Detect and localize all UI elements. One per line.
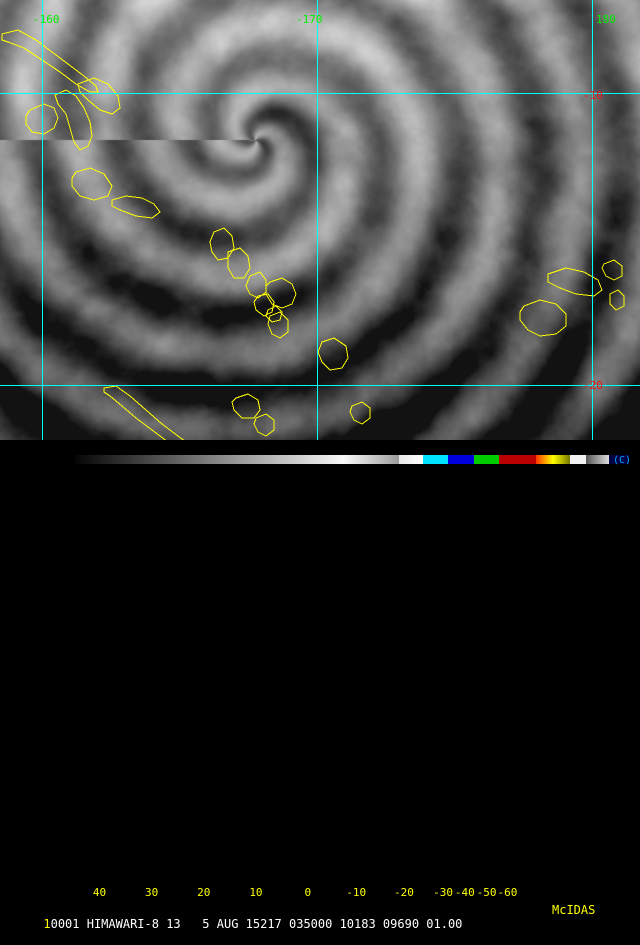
mcidas-branding-label: McIDAS bbox=[552, 903, 596, 917]
coastline-loyalty-a bbox=[231, 393, 261, 419]
color-bar-segment-1 bbox=[344, 455, 399, 464]
longitude-label-1: -170 bbox=[296, 13, 323, 26]
coastline-solomon-north bbox=[1, 29, 99, 93]
color-bar-segment-7 bbox=[535, 455, 553, 464]
grid-parallel-1 bbox=[0, 385, 640, 386]
temperature-color-bar[interactable] bbox=[75, 455, 629, 464]
coastline-solomon-east bbox=[77, 77, 121, 115]
color-bar-tick-minus60: -60 bbox=[497, 886, 518, 899]
color-bar-tick-30: 30 bbox=[145, 886, 159, 899]
color-bar-segment-9 bbox=[570, 455, 586, 464]
coastline-vanuatu-b bbox=[227, 247, 251, 279]
grid-meridian-1 bbox=[317, 0, 318, 440]
coastline-loyalty-b bbox=[253, 413, 275, 437]
color-bar-tick-0: 0 bbox=[304, 886, 312, 899]
frame-index-label: 1 bbox=[43, 917, 51, 931]
latitude-label-0: -10 bbox=[583, 89, 603, 102]
coastline-solomon-ring bbox=[71, 167, 113, 201]
color-bar-segment-3 bbox=[422, 455, 448, 464]
coastline-fiji-small bbox=[601, 259, 623, 281]
color-bar-tick-20: 20 bbox=[197, 886, 211, 899]
color-bar-tick-minus10: -10 bbox=[346, 886, 367, 899]
color-bar-tick-minus50: -50 bbox=[476, 886, 497, 899]
satellite-image-area[interactable]: -160 -170 180 -10 -20 bbox=[0, 0, 640, 440]
color-bar-tick-40: 40 bbox=[92, 886, 107, 899]
coastline-vanuatu-c bbox=[245, 271, 267, 299]
coastline-vanuatu-e bbox=[267, 311, 289, 339]
grid-meridian-2 bbox=[592, 0, 593, 440]
color-bar-segment-10 bbox=[585, 455, 610, 464]
image-metadata-text: 0001 HIMAWARI-8 13 5 AUG 15217 035000 10… bbox=[50, 917, 463, 931]
longitude-label-0: -160 bbox=[33, 13, 60, 26]
color-bar-segment-5 bbox=[473, 455, 499, 464]
coastline-new-britain bbox=[111, 195, 161, 219]
color-bar-tick-minus30: -30 bbox=[433, 886, 454, 899]
coastline-fiji-vanua bbox=[547, 267, 603, 297]
coastline-efate bbox=[265, 277, 297, 309]
color-bar-segment-2 bbox=[398, 455, 423, 464]
grid-meridian-0 bbox=[42, 0, 43, 440]
coastline-fiji-taveuni bbox=[609, 289, 625, 311]
color-bar-segment-8 bbox=[552, 455, 571, 464]
color-bar-segment-11 bbox=[609, 455, 629, 464]
coastline-overlay bbox=[1, 29, 625, 440]
latitude-label-1: -20 bbox=[583, 379, 603, 392]
temperature-unit-label: (C) bbox=[613, 455, 632, 466]
coastline-new-caledonia bbox=[103, 385, 185, 440]
infrared-cloud-imagery[interactable] bbox=[0, 0, 640, 440]
color-bar-tick-minus20: -20 bbox=[394, 886, 414, 899]
color-bar-segment-0 bbox=[75, 455, 345, 464]
color-bar-tick-10: 10 bbox=[249, 886, 263, 899]
bottom-info-panel: (C) 10001 HIMAWARI-8 13 5 AUG 15217 0350… bbox=[0, 440, 640, 931]
coastline-fiji-viti bbox=[519, 299, 567, 337]
coastline-tanna bbox=[317, 337, 349, 371]
coastline-solomon-mid bbox=[54, 89, 93, 151]
coastline-vanuatu-d bbox=[253, 293, 275, 317]
grid-parallel-0 bbox=[0, 93, 640, 94]
color-bar-segment-6 bbox=[498, 455, 536, 464]
coastline-vanuatu-a bbox=[209, 227, 235, 261]
image-info-line: 10001 HIMAWARI-8 13 5 AUG 15217 035000 1… bbox=[0, 903, 640, 931]
longitude-label-2: 180 bbox=[596, 13, 616, 26]
coastline-solomon-small-a bbox=[25, 103, 59, 135]
color-bar-segment-4 bbox=[447, 455, 474, 464]
color-bar-tick-minus40: -40 bbox=[454, 886, 475, 899]
coastline-aneityum bbox=[349, 401, 371, 425]
